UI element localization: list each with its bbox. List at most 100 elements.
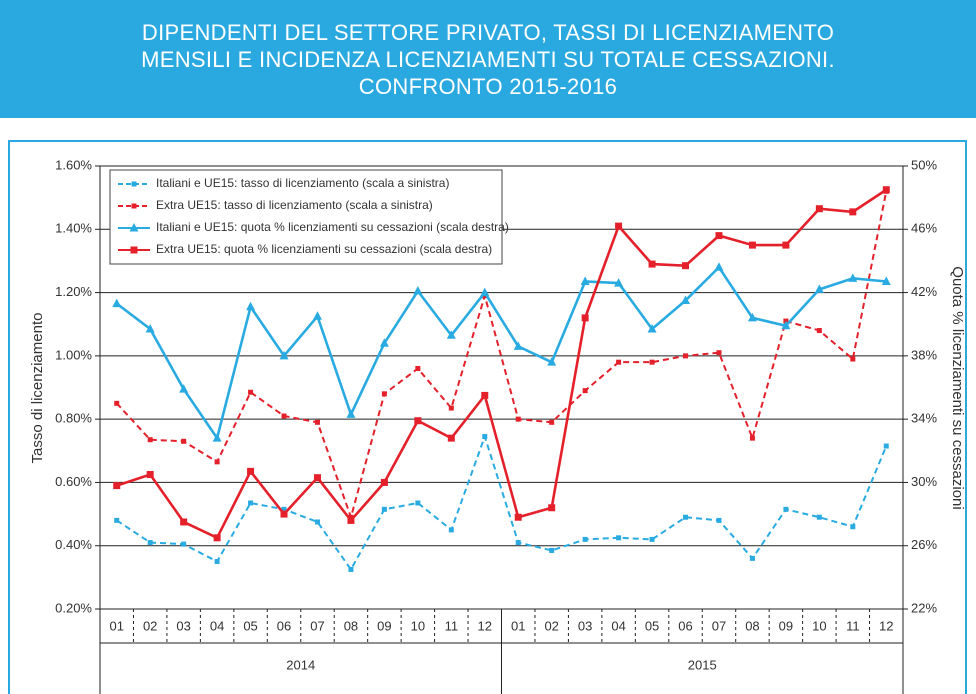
marker bbox=[246, 301, 256, 311]
marker bbox=[213, 534, 221, 542]
marker bbox=[145, 323, 155, 333]
marker bbox=[380, 478, 388, 486]
marker bbox=[129, 223, 139, 232]
x-tick-label: 08 bbox=[344, 618, 358, 633]
marker bbox=[881, 276, 891, 285]
x-tick-label: 05 bbox=[645, 618, 659, 633]
x-tick-label: 01 bbox=[109, 618, 123, 633]
x-tick-label: 05 bbox=[243, 618, 257, 633]
legend-box bbox=[109, 169, 503, 265]
marker bbox=[615, 222, 623, 230]
x-tick-label: 01 bbox=[511, 618, 525, 633]
series-line bbox=[116, 433, 888, 572]
marker bbox=[649, 359, 655, 365]
x-tick-label: 03 bbox=[578, 618, 592, 633]
marker bbox=[131, 181, 137, 187]
x-tick-label: 12 bbox=[879, 618, 893, 633]
marker bbox=[616, 535, 622, 541]
marker bbox=[179, 384, 189, 393]
marker bbox=[314, 419, 320, 425]
marker bbox=[747, 312, 757, 322]
marker bbox=[515, 540, 521, 546]
marker bbox=[815, 205, 823, 213]
x-tick-label: 06 bbox=[678, 618, 692, 633]
marker bbox=[212, 433, 222, 442]
marker bbox=[580, 276, 590, 285]
y2-tick-label: 42% bbox=[911, 284, 937, 299]
marker bbox=[715, 232, 723, 240]
marker bbox=[279, 350, 289, 360]
y2-axis-title: Quota % licenziamenti su cessazioni bbox=[949, 266, 966, 509]
marker bbox=[248, 500, 254, 506]
marker bbox=[379, 338, 389, 347]
marker bbox=[247, 467, 255, 475]
y2-tick-label: 22% bbox=[911, 600, 937, 615]
marker bbox=[181, 438, 187, 444]
y2-tick-label: 26% bbox=[911, 537, 937, 552]
marker bbox=[649, 536, 655, 542]
marker bbox=[848, 273, 858, 282]
marker bbox=[147, 437, 153, 443]
marker bbox=[716, 517, 722, 523]
marker bbox=[548, 504, 556, 512]
marker bbox=[381, 391, 387, 397]
x-tick-label: 07 bbox=[712, 618, 726, 633]
marker bbox=[614, 278, 624, 287]
marker bbox=[414, 417, 422, 425]
x-group-label: 2014 bbox=[286, 657, 315, 672]
marker bbox=[413, 285, 423, 295]
marker bbox=[850, 356, 856, 362]
chart-title: DIPENDENTI DEL SETTORE PRIVATO, TASSI DI… bbox=[141, 19, 835, 99]
x-tick-label: 11 bbox=[846, 618, 860, 633]
y2-tick-label: 46% bbox=[911, 221, 937, 236]
marker bbox=[683, 353, 689, 359]
marker bbox=[716, 350, 722, 356]
x-tick-label: 10 bbox=[411, 618, 425, 633]
x-tick-label: 06 bbox=[277, 618, 291, 633]
series-line bbox=[115, 265, 887, 442]
marker bbox=[682, 262, 690, 270]
y-axis-title: Tasso di licenziamento bbox=[29, 313, 46, 464]
marker bbox=[647, 323, 657, 333]
marker bbox=[181, 541, 187, 547]
marker bbox=[313, 474, 321, 482]
marker bbox=[446, 330, 456, 339]
marker bbox=[549, 419, 555, 425]
legend-label: Extra UE15: quota % licenziamenti su ces… bbox=[156, 242, 492, 256]
y-tick-label: 0.80% bbox=[55, 411, 92, 426]
marker bbox=[281, 506, 287, 512]
marker bbox=[883, 443, 889, 449]
marker bbox=[180, 518, 188, 526]
x-tick-label: 11 bbox=[445, 618, 459, 633]
x-tick-label: 08 bbox=[745, 618, 759, 633]
marker bbox=[783, 506, 789, 512]
marker bbox=[347, 516, 355, 524]
marker bbox=[581, 314, 589, 322]
marker bbox=[882, 186, 890, 194]
x-tick-label: 09 bbox=[377, 618, 391, 633]
marker bbox=[816, 328, 822, 334]
chart-frame bbox=[8, 140, 967, 694]
marker bbox=[749, 435, 755, 441]
y-tick-label: 1.00% bbox=[55, 347, 92, 362]
marker bbox=[714, 262, 724, 271]
marker bbox=[214, 459, 220, 465]
marker bbox=[114, 517, 120, 523]
y-tick-label: 0.40% bbox=[55, 537, 92, 552]
y-tick-label: 1.20% bbox=[55, 284, 92, 299]
marker bbox=[280, 510, 288, 518]
x-tick-label: 02 bbox=[143, 618, 157, 633]
marker bbox=[448, 527, 454, 533]
x-tick-label: 02 bbox=[544, 618, 558, 633]
marker bbox=[782, 241, 790, 249]
marker bbox=[346, 409, 356, 418]
marker bbox=[415, 500, 421, 506]
marker bbox=[547, 357, 557, 366]
y2-tick-label: 50% bbox=[911, 157, 937, 172]
marker bbox=[781, 320, 791, 330]
marker bbox=[648, 260, 656, 268]
y-tick-label: 1.40% bbox=[55, 221, 92, 236]
x-tick-label: 04 bbox=[611, 618, 625, 633]
x-tick-label: 07 bbox=[310, 618, 324, 633]
marker bbox=[112, 298, 122, 308]
